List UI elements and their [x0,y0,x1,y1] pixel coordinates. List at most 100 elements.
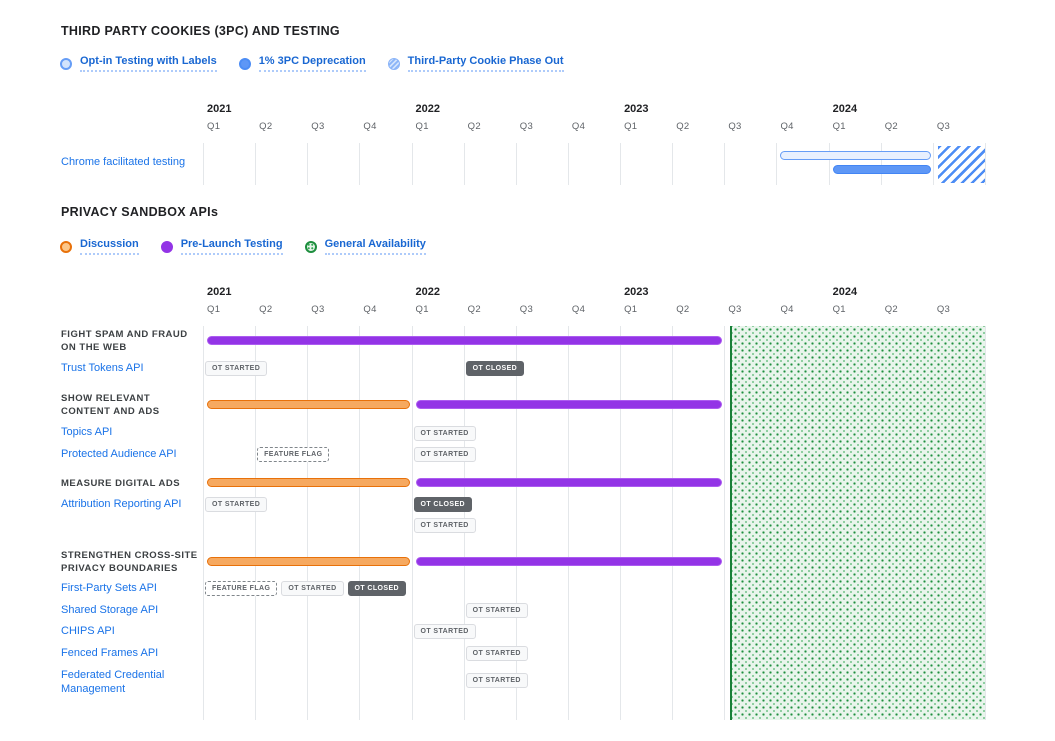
grid-line [411,326,413,720]
status-badge-ot-closed: OT CLOSED [347,581,406,596]
api-link[interactable]: Federated Credential Management [61,669,165,695]
legend-label: Opt-in Testing with Labels [80,55,217,72]
grid-line [724,326,726,720]
legend-item-prelaunch[interactable]: Pre-Launch Testing [160,238,283,255]
grid-line [672,326,674,720]
gantt-bar-discussion [207,400,410,409]
grid-line [672,143,674,185]
legend-label: Discussion [80,238,139,255]
quarter-label: Q1 [624,304,638,315]
quarter-label: Q2 [676,121,690,132]
badge-group: FEATURE FLAG OT STARTED OT CLOSED [205,581,406,596]
api-link[interactable]: Chrome facilitated testing [61,156,186,168]
quarter-label: Q1 [832,121,846,132]
badge-group: OT STARTED [413,426,476,441]
legend-item-deprecation[interactable]: 1% 3PC Deprecation [238,55,366,72]
ga-swatch-icon [304,240,317,253]
quarter-label: Q3 [519,121,534,132]
quarter-label: Q2 [676,304,690,315]
quarter-label: Q4 [363,121,377,132]
gantt-bar-discussion [207,557,410,566]
legend-item-phase-out[interactable]: Third-Party Cookie Phase Out [387,55,564,72]
quarter-label: Q3 [936,121,951,132]
quarter-label: Q4 [571,304,586,315]
grid-line [411,143,413,185]
badge-group: OT STARTED [465,646,528,661]
api-link[interactable]: Fenced Frames API [61,647,159,659]
group-label: SHOW RELEVANT CONTENT AND ADS [61,393,160,417]
grid-line [567,326,569,720]
grid-line [620,143,622,185]
quarter-label: Q1 [624,121,638,132]
gantt-bar-prelaunch [415,478,723,487]
api-link[interactable]: CHIPS API [61,625,115,637]
status-badge-ot-started: OT STARTED [205,497,268,512]
gantt-bar-prelaunch [415,557,723,566]
grid-line [307,326,309,720]
quarter-label: Q3 [728,304,742,315]
legend-apis: Discussion Pre-Launch Testing General Avai… [60,238,426,255]
legend-item-opt-in[interactable]: Opt-in Testing with Labels [60,55,217,72]
quarter-label: Q3 [519,304,534,315]
grid-line [985,326,986,720]
quarter-label: Q4 [780,121,794,132]
legend-3pc: Opt-in Testing with Labels 1% 3PC Depreca… [60,55,564,72]
grid-line [880,143,882,185]
api-link[interactable]: First-Party Sets API [61,582,157,594]
quarter-label: Q3 [311,304,325,315]
gantt-bar-prelaunch [415,400,723,409]
status-badge-feature-flag: FEATURE FLAG [205,581,278,596]
quarter-label: Q3 [728,121,742,132]
group-label: STRENGTHEN CROSS-SITE PRIVACY BOUNDARIES [61,550,198,574]
badge-group: OT CLOSED [413,497,472,512]
prelaunch-swatch-icon [160,240,173,253]
api-link[interactable]: Shared Storage API [61,604,159,616]
status-badge-ot-started: OT STARTED [413,624,476,639]
phase-region-phase-out [937,146,985,183]
quarter-label: Q4 [780,304,794,315]
status-badge-ot-closed: OT CLOSED [465,361,525,376]
grid-line [515,143,517,185]
status-badge-ot-started: OT STARTED [205,361,268,376]
grid-line [985,143,986,185]
opt-in-swatch-icon [60,57,72,70]
section-title-apis: PRIVACY SANDBOX APIs [61,205,219,219]
grid-line [463,143,465,185]
api-link[interactable]: Attribution Reporting API [61,498,182,510]
section-title-3pc: THIRD PARTY COOKIES (3PC) AND TESTING [61,24,340,38]
grid-line [776,143,778,185]
quarter-label: Q1 [415,304,429,315]
gantt-bar-prelaunch [207,336,723,345]
status-badge-ot-started: OT STARTED [465,646,528,661]
legend-item-discussion[interactable]: Discussion [60,238,139,255]
status-badge-ot-started: OT STARTED [281,581,344,596]
gantt-bar-deprecation [832,165,931,174]
api-link[interactable]: Topics API [61,426,113,438]
status-badge-ot-started: OT STARTED [413,518,476,533]
deprecation-swatch-icon [238,57,251,70]
api-link[interactable]: Trust Tokens API [61,362,144,374]
quarter-label: Q3 [936,304,951,315]
gantt-bar-discussion [207,478,410,487]
grid-line [567,143,569,185]
legend-label: 1% 3PC Deprecation [258,55,366,72]
year-label: 2023 [624,286,649,298]
badge-group: OT STARTED [413,624,476,639]
grid-line [932,143,934,185]
quarter-label: Q4 [571,121,586,132]
quarter-label: Q2 [884,304,898,315]
quarter-label: Q1 [207,121,221,132]
year-label: 2024 [832,103,858,115]
badge-group: OT STARTED [413,518,476,533]
quarter-label: Q1 [415,121,429,132]
legend-item-ga[interactable]: General Availability [304,238,426,255]
grid-line [359,143,361,185]
grid-line [203,143,204,185]
quarter-label: Q4 [363,304,377,315]
badge-group: OT CLOSED [465,361,525,376]
badge-group: OT STARTED [465,673,528,688]
api-link[interactable]: Protected Audience API [61,448,177,460]
